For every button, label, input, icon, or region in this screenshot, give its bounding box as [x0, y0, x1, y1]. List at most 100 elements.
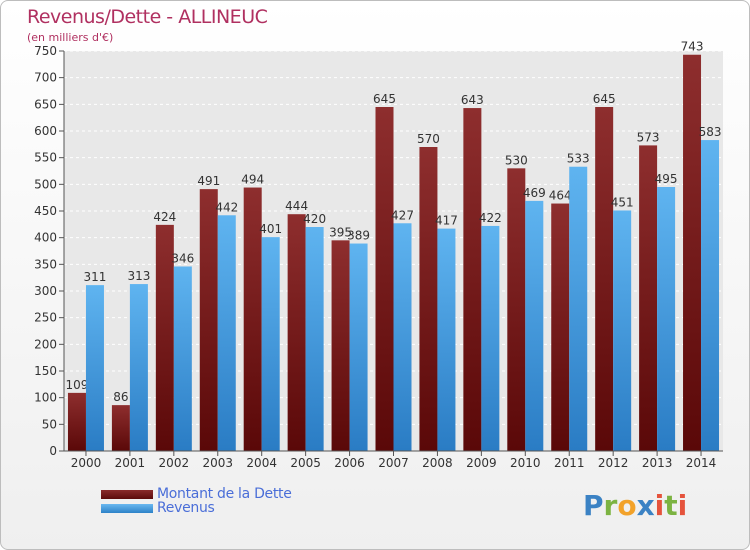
- bar-revenue: [261, 237, 280, 451]
- logo-letter: x: [636, 489, 655, 522]
- x-tick-label: 2010: [510, 456, 541, 470]
- y-tick-label: 300: [34, 284, 57, 298]
- bar-revenue: [481, 225, 500, 451]
- x-tick-label: 2002: [159, 456, 190, 470]
- y-tick-label: 650: [34, 97, 57, 111]
- bar-revenue: [525, 200, 544, 451]
- bar-debt: [507, 168, 526, 452]
- logo-letter: t: [664, 489, 678, 522]
- data-label-revenue: 427: [391, 208, 414, 222]
- chart-subtitle: (en milliers d'€): [27, 31, 114, 44]
- x-tick-label: 2005: [290, 456, 321, 470]
- data-label-revenue: 401: [259, 222, 282, 236]
- y-tick-label: 750: [34, 44, 57, 58]
- legend-label-debt: Montant de la Dette: [157, 486, 292, 502]
- logo-letter: r: [603, 489, 618, 522]
- data-label-debt: 743: [681, 40, 704, 54]
- data-label-revenue: 533: [567, 152, 590, 166]
- legend-label-revenue: Revenus: [157, 500, 215, 516]
- bar-debt: [331, 240, 350, 451]
- bar-debt: [463, 108, 482, 452]
- bar-revenue: [85, 285, 104, 451]
- y-tick-label: 50: [42, 417, 57, 431]
- data-label-debt: 444: [285, 199, 308, 213]
- data-label-debt: 645: [373, 92, 396, 106]
- bar-debt: [243, 187, 262, 452]
- y-tick-label: 600: [34, 124, 57, 138]
- bar-debt: [199, 189, 218, 451]
- y-tick-label: 450: [34, 204, 57, 218]
- logo-letter: P: [583, 489, 604, 522]
- x-tick-label: 2009: [466, 456, 497, 470]
- bar-debt: [595, 107, 614, 451]
- bar-revenue: [569, 166, 588, 451]
- y-tick-label: 100: [34, 391, 57, 405]
- data-label-revenue: 311: [84, 270, 107, 284]
- bar-debt: [111, 405, 130, 451]
- data-label-debt: 530: [505, 153, 528, 167]
- bar-debt: [551, 203, 570, 451]
- data-label-debt: 645: [593, 92, 616, 106]
- bar-revenue: [393, 223, 412, 451]
- data-label-debt: 643: [461, 93, 484, 107]
- legend-item-debt: Montant de la Dette: [101, 486, 292, 502]
- data-label-revenue: 420: [303, 212, 326, 226]
- x-tick-label: 2001: [115, 456, 146, 470]
- x-tick-label: 2014: [686, 456, 717, 470]
- x-tick-label: 2011: [554, 456, 585, 470]
- proxiti-logo: Proxiti: [583, 489, 687, 522]
- legend-swatch-revenue: [101, 503, 153, 513]
- chart-title: Revenus/Dette - ALLINEUC: [27, 6, 268, 28]
- bar-revenue: [173, 266, 192, 451]
- data-label-debt: 86: [113, 390, 128, 404]
- data-label-debt: 464: [549, 189, 572, 203]
- data-label-debt: 491: [197, 174, 220, 188]
- bar-debt: [683, 54, 702, 451]
- legend: Montant de la Dette Revenus: [101, 486, 292, 516]
- y-tick-label: 550: [34, 151, 57, 165]
- bar-revenue: [305, 227, 324, 451]
- legend-item-revenue: Revenus: [101, 500, 292, 516]
- data-label-revenue: 417: [435, 214, 458, 228]
- bar-debt: [67, 392, 86, 451]
- x-tick-label: 2004: [246, 456, 277, 470]
- bar-debt: [287, 214, 306, 451]
- data-label-revenue: 495: [655, 172, 678, 186]
- x-tick-label: 2008: [422, 456, 453, 470]
- logo-letter: i: [654, 489, 665, 522]
- y-tick-label: 250: [34, 311, 57, 325]
- bar-debt: [639, 145, 658, 451]
- data-label-debt: 573: [637, 130, 660, 144]
- data-label-revenue: 422: [479, 211, 502, 225]
- x-tick-label: 2000: [71, 456, 102, 470]
- x-tick-label: 2013: [642, 456, 673, 470]
- data-label-revenue: 451: [611, 195, 634, 209]
- data-label-revenue: 442: [215, 200, 238, 214]
- y-tick-label: 350: [34, 257, 57, 271]
- data-label-revenue: 389: [347, 229, 370, 243]
- x-tick-label: 2012: [598, 456, 629, 470]
- data-label-revenue: 313: [127, 269, 150, 283]
- y-tick-label: 700: [34, 71, 57, 85]
- legend-swatch-debt: [101, 489, 153, 499]
- data-label-revenue: 469: [523, 186, 546, 200]
- bar-revenue: [349, 243, 368, 451]
- data-label-debt: 109: [66, 378, 89, 392]
- bar-revenue: [701, 140, 720, 452]
- x-tick-label: 2006: [334, 456, 365, 470]
- bar-revenue: [657, 187, 676, 451]
- x-tick-label: 2007: [378, 456, 409, 470]
- bar-debt: [375, 107, 394, 451]
- bar-debt: [419, 147, 438, 451]
- y-tick-label: 150: [34, 364, 57, 378]
- bar-revenue: [437, 228, 456, 451]
- y-tick-label: 400: [34, 231, 57, 245]
- logo-letter: o: [617, 489, 637, 522]
- data-label-revenue: 346: [171, 251, 194, 265]
- data-label-debt: 424: [153, 210, 176, 224]
- y-tick-label: 500: [34, 177, 57, 191]
- x-tick-label: 2003: [202, 456, 233, 470]
